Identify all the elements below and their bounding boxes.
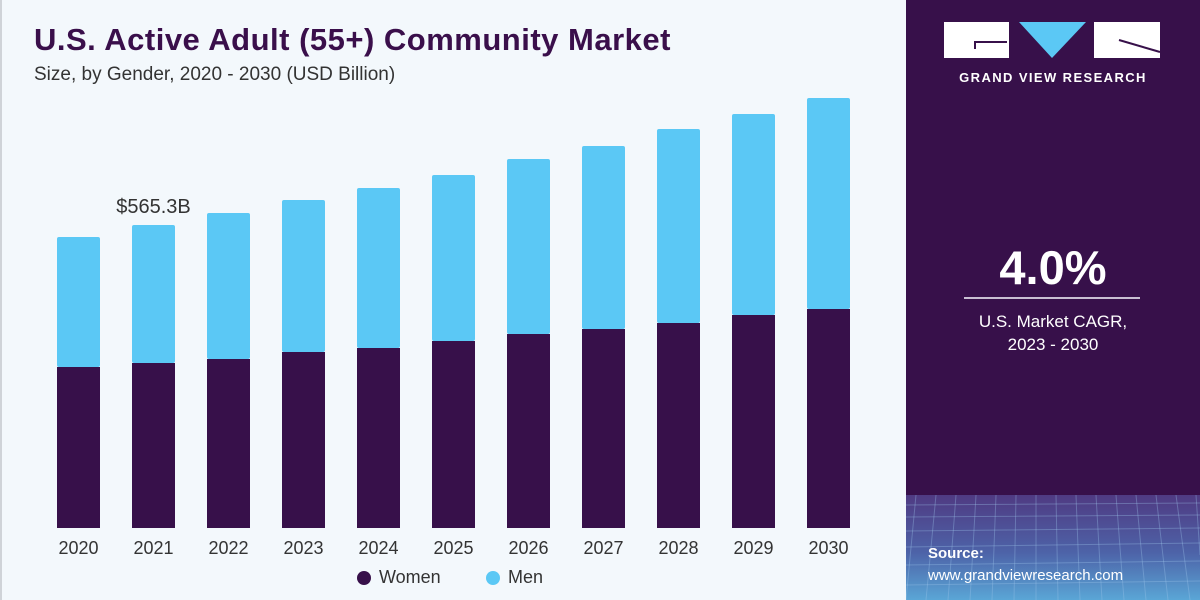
cagr-divider bbox=[964, 297, 1140, 299]
brand-name: GRAND VIEW RESEARCH bbox=[959, 70, 1147, 85]
data-label-2021: $565.3B bbox=[116, 196, 191, 218]
bar-men-2020 bbox=[57, 237, 100, 367]
cagr-label: U.S. Market CAGR, 2023 - 2030 bbox=[906, 310, 1200, 356]
bar-women-2029 bbox=[732, 315, 775, 528]
cagr-label-line1: U.S. Market CAGR, bbox=[978, 312, 1128, 331]
x-tick-label: 2024 bbox=[358, 538, 398, 558]
x-tick-label: 2022 bbox=[208, 538, 248, 558]
bar-women-2021 bbox=[132, 363, 175, 528]
bar-men-2028 bbox=[657, 129, 700, 323]
x-tick-label: 2026 bbox=[508, 538, 548, 558]
chart-title: U.S. Active Adult (55+) Community Market bbox=[34, 22, 671, 57]
x-tick-label: 2021 bbox=[133, 538, 173, 558]
mesh-pattern bbox=[906, 494, 1200, 600]
bar-men-2026 bbox=[507, 159, 550, 334]
source-label: Source: bbox=[928, 545, 984, 562]
bar-chart: 2020 2021 2022 2023 2024 2025 2026 2027 2028 2029… bbox=[57, 98, 850, 558]
x-tick-label: 2025 bbox=[433, 538, 473, 558]
cagr-label-line2: 2023 - 2030 bbox=[1007, 335, 1099, 354]
bar-women-2024 bbox=[357, 348, 400, 528]
grand-view-research-logo bbox=[944, 22, 1161, 58]
x-tick-label: 2020 bbox=[58, 538, 98, 558]
bar-women-2027 bbox=[582, 329, 625, 528]
bar-men-2025 bbox=[432, 175, 475, 341]
x-tick-label: 2023 bbox=[283, 538, 323, 558]
chart-panel: U.S. Active Adult (55+) Community Market… bbox=[0, 0, 850, 600]
bar-men-2021 bbox=[132, 225, 175, 363]
bar-women-2020 bbox=[57, 367, 100, 528]
legend-swatch-women bbox=[357, 570, 371, 585]
x-tick-label: 2030 bbox=[808, 538, 848, 558]
grid-background bbox=[906, 494, 1200, 600]
cagr-value: 4.0% bbox=[999, 241, 1107, 294]
bar-men-2022 bbox=[207, 213, 250, 359]
bar-women-2023 bbox=[282, 352, 325, 528]
x-tick-label: 2028 bbox=[658, 538, 698, 558]
legend-item-women: Women bbox=[357, 567, 441, 588]
bar-women-2028 bbox=[657, 323, 700, 528]
bar-women-2025 bbox=[432, 341, 475, 528]
source-link[interactable]: www.grandviewresearch.com bbox=[928, 567, 1124, 584]
chart-subtitle: Size, by Gender, 2020 - 2030 (USD Billio… bbox=[34, 64, 396, 85]
bar-men-2024 bbox=[357, 188, 400, 348]
legend-swatch-men bbox=[486, 570, 500, 585]
bar-women-2026 bbox=[507, 334, 550, 528]
x-tick-label: 2027 bbox=[583, 538, 623, 558]
bar-men-2027 bbox=[582, 146, 625, 329]
brand-panel: GRAND VIEW RESEARCH 4.0% U.S. Market CAG… bbox=[906, 0, 1200, 600]
legend-item-men: Men bbox=[486, 567, 543, 588]
x-tick-label: 2029 bbox=[733, 538, 773, 558]
legend-label-women: Women bbox=[379, 567, 441, 587]
bar-men-2029 bbox=[732, 114, 775, 315]
bar-men-2023 bbox=[282, 200, 325, 352]
bar-women-2030 bbox=[807, 309, 850, 528]
bar-women-2022 bbox=[207, 359, 250, 528]
bar-men-2030 bbox=[807, 98, 850, 309]
legend-label-men: Men bbox=[508, 567, 544, 587]
